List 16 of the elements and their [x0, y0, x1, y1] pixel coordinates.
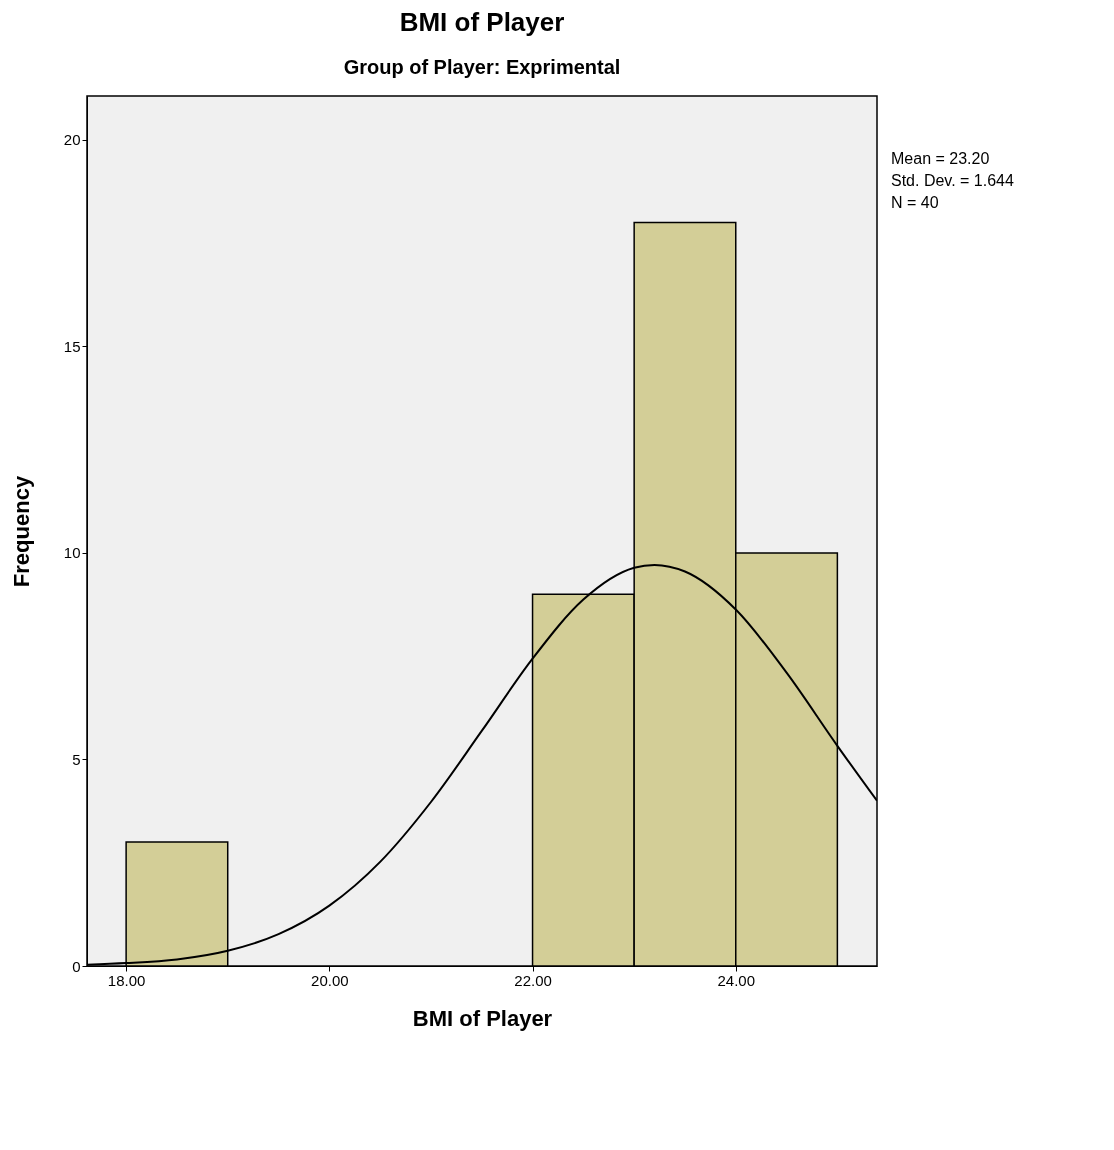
y-tick-label: 15 [63, 337, 81, 355]
y-axis-title: Frequency [8, 475, 34, 588]
x-tick-label: 24.00 [717, 971, 756, 989]
x-tick-label: 20.00 [311, 971, 349, 989]
chart-title: BMI of Player [399, 7, 565, 37]
chart-subtitle: Group of Player: Exprimental [343, 56, 621, 78]
y-tick-label: 0 [72, 957, 81, 975]
y-tick-label: 5 [72, 750, 81, 768]
x-tick-label: 22.00 [514, 971, 552, 989]
text: N = 40 [891, 194, 939, 211]
x-axis-title: BMI of Player [412, 1005, 553, 1031]
x-tick-label: 18.00 [107, 971, 146, 989]
y-tick-label: 20 [63, 131, 81, 149]
text: Std. Dev. = 1.644 [891, 172, 1014, 189]
text: Mean = 23.20 [891, 150, 990, 167]
y-tick-label: 10 [63, 544, 81, 562]
